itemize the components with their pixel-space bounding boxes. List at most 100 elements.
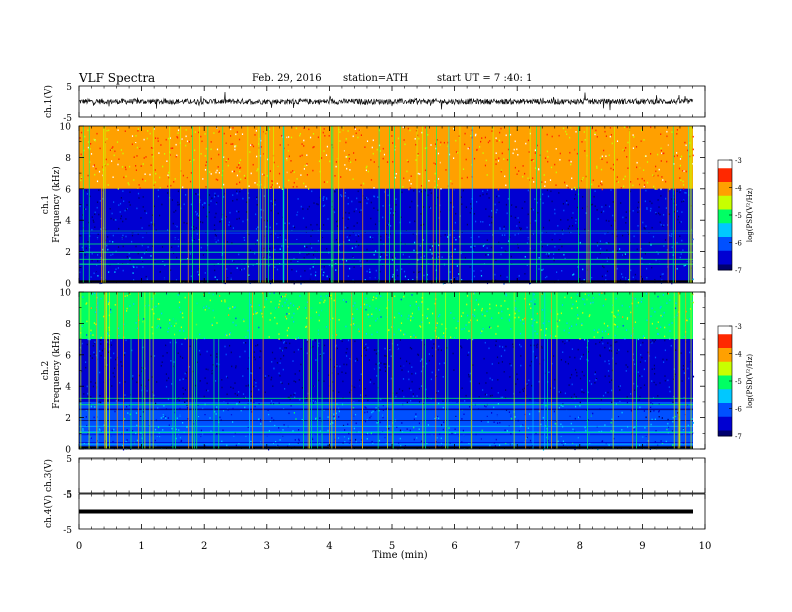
psd-cell: [114, 410, 116, 413]
psd-cell: [413, 418, 415, 420]
psd-cell: [125, 440, 127, 443]
psd-cell: [303, 257, 305, 259]
psd-cell: [625, 329, 628, 331]
psd-cell: [349, 267, 351, 270]
psd-cell: [511, 204, 513, 206]
psd-cell: [182, 378, 184, 380]
psd-cell: [263, 247, 265, 250]
psd-cell: [575, 368, 577, 371]
psd-cell: [248, 233, 250, 236]
psd-cell: [508, 411, 510, 413]
psd-cell: [379, 150, 381, 152]
psd-cell: [660, 305, 662, 308]
psd-cell: [519, 332, 522, 335]
psd-cell: [90, 381, 92, 383]
psd-cell: [335, 161, 337, 163]
psd-cell: [418, 308, 420, 311]
psd-cell: [595, 418, 597, 420]
psd-cell: [671, 282, 673, 285]
psd-cell: [634, 389, 636, 392]
psd-cell: [533, 319, 536, 321]
psd-cell: [568, 225, 571, 228]
psd-cell: [516, 268, 518, 271]
psd-cell: [129, 191, 131, 193]
psd-cell: [596, 209, 598, 211]
psd-cell: [81, 211, 84, 214]
psd-cell: [135, 227, 137, 230]
psd-cell: [400, 298, 402, 301]
psd-cell: [470, 237, 472, 239]
psd-cell: [201, 204, 204, 206]
psd-cell: [671, 430, 673, 433]
psd-cell: [92, 334, 94, 336]
psd-cell: [291, 268, 293, 271]
psd-cell: [327, 429, 329, 432]
psd-cell: [300, 282, 302, 285]
psd-cell: [499, 398, 501, 401]
psd-cell: [644, 252, 646, 255]
psd-cell: [633, 235, 635, 238]
psd-cell: [501, 155, 504, 157]
frequency-band: [79, 292, 693, 340]
psd-cell: [637, 225, 639, 227]
psd-cell: [268, 264, 270, 267]
psd-cell: [91, 293, 93, 295]
psd-cell: [468, 330, 470, 332]
psd-cell: [216, 356, 218, 358]
psd-cell: [231, 170, 233, 173]
psd-cell: [183, 221, 185, 224]
psd-cell: [233, 170, 235, 173]
psd-cell: [315, 271, 317, 273]
psd-cell: [323, 204, 326, 207]
psd-cell: [167, 332, 169, 334]
psd-cell: [571, 348, 573, 350]
psd-cell: [574, 198, 576, 200]
psd-cell: [201, 137, 204, 139]
psd-cell: [229, 333, 231, 336]
psd-cell: [398, 388, 401, 390]
psd-cell: [510, 417, 513, 420]
psd-cell: [195, 211, 197, 213]
psd-cell: [202, 411, 204, 413]
psd-cell: [175, 391, 177, 394]
psd-cell: [288, 179, 290, 182]
psd-cell: [87, 433, 89, 435]
psd-cell: [137, 130, 139, 132]
psd-cell: [230, 135, 232, 137]
psd-cell: [216, 139, 218, 142]
colorbar-cell: [718, 176, 732, 180]
psd-cell: [460, 255, 462, 257]
psd-cell: [544, 181, 546, 183]
colorbar-cell: [718, 250, 732, 254]
psd-cell: [297, 336, 299, 339]
psd-cell: [526, 383, 528, 385]
psd-cell: [235, 298, 237, 301]
psd-cell: [692, 301, 694, 304]
psd-cell: [454, 248, 456, 251]
psd-cell: [625, 211, 627, 213]
psd-cell: [455, 410, 457, 413]
psd-cell: [284, 347, 286, 349]
psd-cell: [331, 259, 333, 261]
psd-cell: [132, 265, 134, 268]
psd-cell: [428, 273, 430, 276]
psd-cell: [308, 128, 310, 131]
psd-cell: [625, 147, 627, 149]
psd-cell: [203, 306, 205, 309]
psd-cell: [570, 163, 572, 166]
psd-cell: [641, 298, 643, 300]
psd-cell: [289, 205, 291, 208]
psd-cell: [285, 342, 287, 344]
psd-cell: [418, 400, 421, 403]
psd-cell: [231, 260, 234, 262]
psd-cell: [684, 136, 686, 139]
psd-cell: [661, 417, 663, 419]
psd-cell: [440, 234, 442, 237]
psd-cell: [641, 316, 643, 319]
psd-cell: [417, 134, 419, 137]
psd-cell: [606, 174, 608, 176]
psd-cell: [547, 439, 549, 442]
psd-cell: [465, 394, 467, 397]
psd-cell: [123, 375, 125, 378]
psd-cell: [627, 350, 629, 353]
